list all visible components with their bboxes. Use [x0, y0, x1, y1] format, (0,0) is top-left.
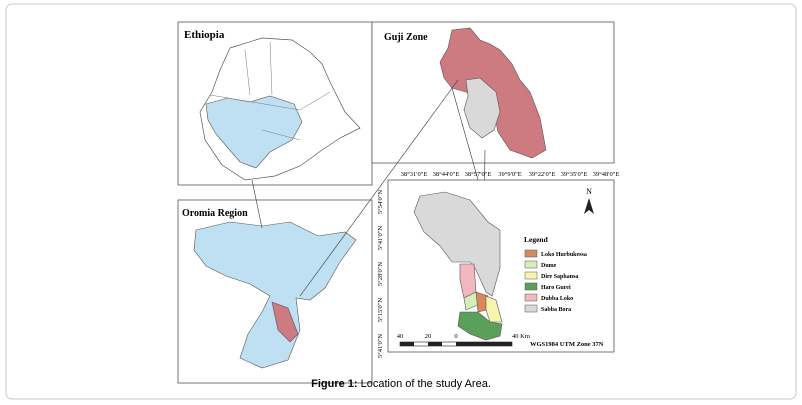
- scale-label: 40: [397, 333, 404, 340]
- scale-label: 0: [454, 333, 457, 340]
- latitude-label: 5°15'0"N: [377, 298, 384, 322]
- longitude-label: 38°44'0"E: [433, 171, 460, 178]
- panel-title: Oromia Region: [182, 208, 248, 219]
- caption-label: Figure 1:: [311, 378, 357, 390]
- latitude-labels: 5°41'0"N 5°15'0"N 5°28'0"N 5°41'0"N 5°54'0"N: [377, 190, 384, 358]
- longitude-label: 39°48'0"E: [593, 171, 620, 178]
- connector-lines: [251, 79, 491, 297]
- north-arrow: [584, 198, 594, 214]
- latitude-label: 5°41'0"N: [377, 226, 384, 250]
- legend-label: Dire Saphansa: [541, 274, 578, 280]
- oromia-map: [193, 221, 357, 369]
- caption-text: Location of the study Area.: [358, 378, 491, 390]
- latitude-label: 5°41'0"N: [377, 334, 384, 358]
- legend-swatch: [524, 249, 538, 258]
- longitude-label: 39°35'0"E: [561, 171, 588, 178]
- haro-gurei: [457, 311, 503, 341]
- longitude-label: 39°9'0"E: [498, 171, 521, 178]
- scale-labels: 40 20 0 40 Km: [397, 333, 530, 340]
- dire-saphansa: [485, 295, 503, 323]
- panel-title: Guji Zone: [384, 32, 428, 43]
- legend-label: Loko Hurbukessa: [541, 252, 587, 258]
- scale-label: 40 Km: [512, 333, 530, 340]
- scale-label: 20: [425, 333, 432, 340]
- guji-in-oromia: [271, 301, 299, 343]
- projection: WGS1984 UTM Zone 37N: [530, 341, 604, 348]
- legend-label: Dume: [541, 263, 557, 269]
- legend-label: Haro Gurei: [541, 285, 571, 291]
- legend-title: Legend: [524, 235, 549, 244]
- longitude-label: 38°31'0"E: [401, 171, 428, 178]
- sabba-bora: [413, 191, 501, 297]
- oromia-in-ethiopia: [205, 95, 303, 169]
- scale-bar: [399, 341, 513, 347]
- region-borders: [209, 41, 331, 141]
- latitude-label: 5°28'0"N: [377, 262, 384, 286]
- legend-label: Dubba Loko: [541, 296, 573, 302]
- longitude-labels: 38°31'0"E 38°44'0"E 38°57'0"E 39°9'0"E 39°22…: [401, 171, 620, 178]
- legend-swatch: [524, 271, 538, 280]
- latitude-label: 5°54'0"N: [377, 190, 384, 214]
- study-area-in-guji: [463, 77, 501, 139]
- caption: Figure 1: Location of the study Area.: [311, 378, 491, 390]
- legend-swatch: [524, 260, 538, 269]
- legend: Loko Hurbukessa Dume Dire Saphansa Haro Gur…: [524, 249, 587, 313]
- longitude-label: 39°22'0"E: [529, 171, 556, 178]
- legend-swatch: [524, 282, 538, 291]
- panel-title: Ethiopia: [184, 29, 225, 41]
- legend-label: Sabba Bora: [541, 307, 571, 313]
- north-label: N: [586, 187, 592, 196]
- longitude-label: 38°57'0"E: [465, 171, 492, 178]
- legend-swatch: [524, 293, 538, 302]
- legend-swatch: [524, 304, 538, 313]
